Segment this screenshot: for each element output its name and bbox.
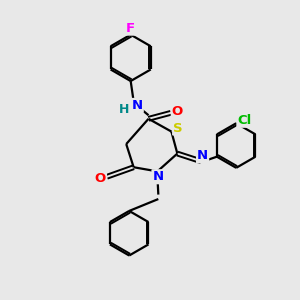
Text: S: S <box>173 122 183 134</box>
Text: Cl: Cl <box>237 114 252 127</box>
Text: O: O <box>95 172 106 185</box>
Text: N: N <box>132 99 143 112</box>
Text: F: F <box>126 22 135 34</box>
Text: N: N <box>152 170 164 183</box>
Text: O: O <box>172 105 183 118</box>
Text: H: H <box>119 103 129 116</box>
Text: N: N <box>197 149 208 162</box>
